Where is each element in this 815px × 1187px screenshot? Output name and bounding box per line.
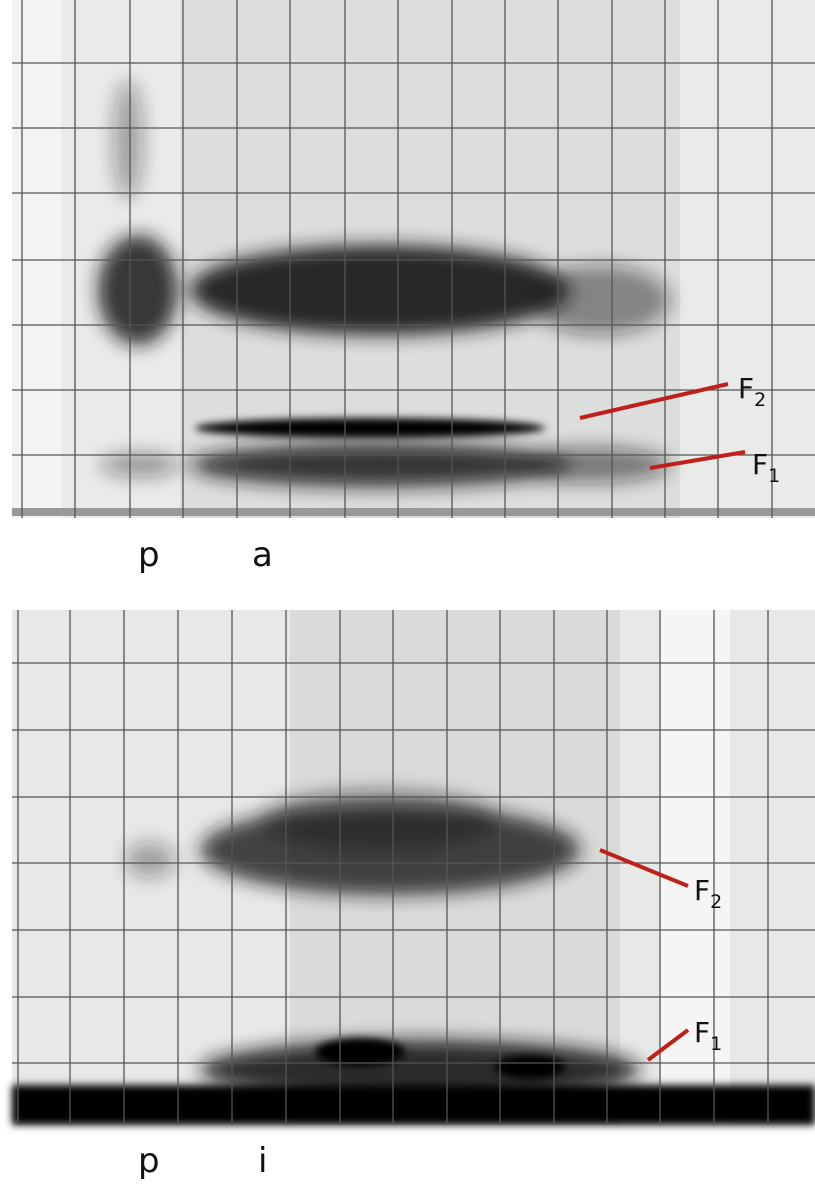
- formant-label: F2: [738, 372, 766, 411]
- segment-label: p: [138, 1141, 160, 1181]
- formant-label: F1: [694, 1016, 722, 1055]
- segment-label: p: [138, 535, 160, 575]
- spectrogram-bottom: F2 F1: [12, 610, 815, 1125]
- segment-label: i: [258, 1141, 267, 1181]
- pointer-f1: [646, 1028, 690, 1062]
- formant-label: F2: [694, 874, 722, 913]
- spectrogram-top: F2 F1: [12, 0, 815, 518]
- pointer-f1: [649, 450, 746, 470]
- segment-label: a: [252, 535, 273, 575]
- pointer-f2: [599, 848, 689, 888]
- pointer-f2: [579, 382, 729, 420]
- formant-label: F1: [752, 448, 780, 487]
